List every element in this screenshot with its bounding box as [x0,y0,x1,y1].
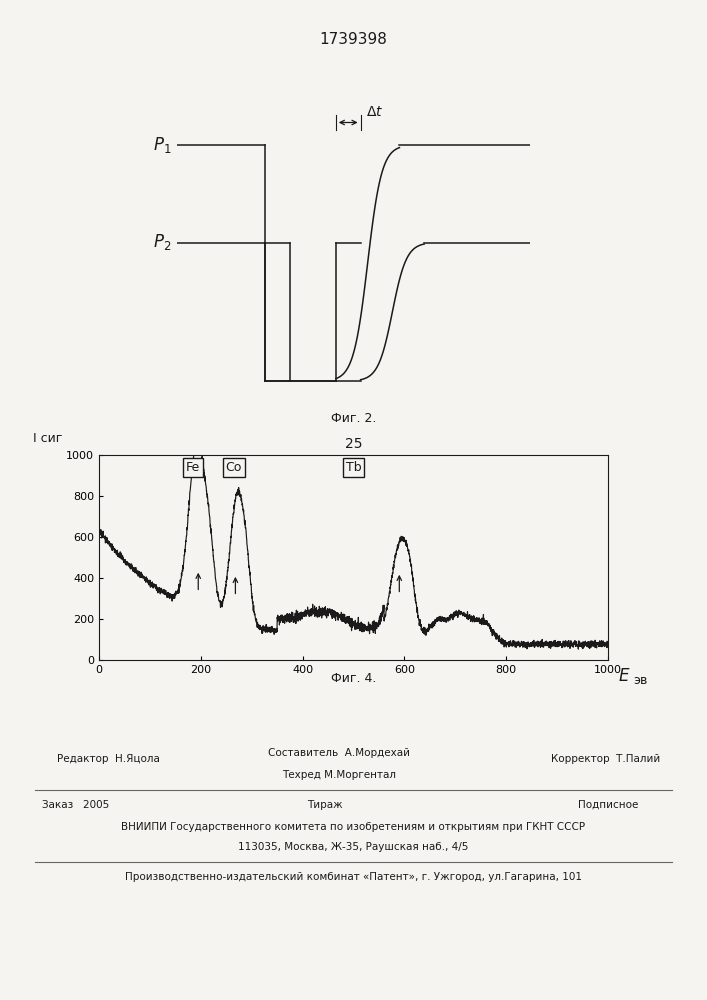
Text: Фиг. 4.: Фиг. 4. [331,672,376,685]
Text: Тираж: Тираж [308,800,343,810]
Text: Составитель  А.Мордехай: Составитель А.Мордехай [269,748,410,758]
Text: Tb: Tb [346,461,361,474]
Text: $P_2$: $P_2$ [153,232,171,252]
Text: Co: Co [226,461,242,474]
Text: $\Delta t$: $\Delta t$ [366,105,383,119]
Text: 1739398: 1739398 [320,32,387,47]
Text: Подписное: Подписное [578,800,638,810]
Text: Fe: Fe [186,461,200,474]
Text: ВНИИПИ Государственного комитета по изобретениям и открытиям при ГКНТ СССР: ВНИИПИ Государственного комитета по изоб… [122,822,585,832]
Text: Редактор  Н.Яцола: Редактор Н.Яцола [57,754,160,764]
Text: Производственно-издательский комбинат «Патент», г. Ужгород, ул.Гагарина, 101: Производственно-издательский комбинат «П… [125,872,582,882]
Text: 25: 25 [345,437,362,451]
Text: эв: эв [633,674,647,687]
Text: Заказ   2005: Заказ 2005 [42,800,110,810]
Text: $P_1$: $P_1$ [153,135,171,155]
Text: Техред М.Моргентал: Техред М.Моргентал [282,770,397,780]
Text: Корректор  Т.Палий: Корректор Т.Палий [551,754,661,764]
Text: Фиг. 2.: Фиг. 2. [331,412,376,425]
Text: 113035, Москва, Ж-35, Раушская наб., 4/5: 113035, Москва, Ж-35, Раушская наб., 4/5 [238,842,469,852]
Text: I сиг: I сиг [33,432,62,445]
Text: E: E [619,667,629,685]
